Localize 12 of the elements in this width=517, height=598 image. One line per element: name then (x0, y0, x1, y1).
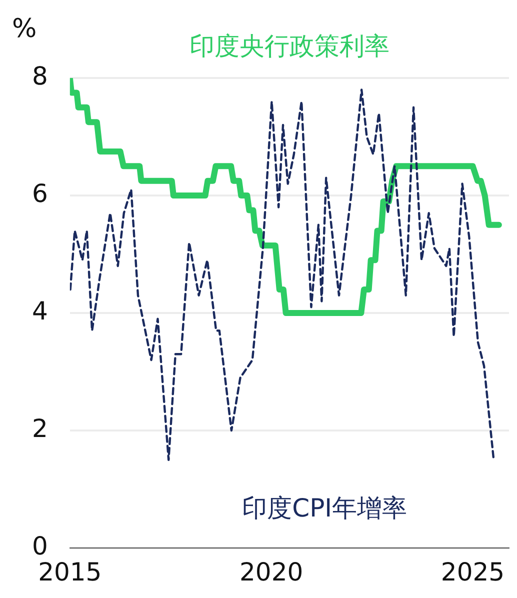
y-axis-title: % (12, 14, 37, 44)
x-tick-label: 2015 (38, 558, 102, 586)
line-series (70, 88, 495, 461)
y-tick-label: 4 (32, 296, 48, 326)
y-tick-label: 8 (32, 62, 48, 90)
y-tick-label: 2 (32, 414, 48, 443)
x-tick-label: 2020 (240, 558, 304, 586)
x-tick-label: 2025 (440, 558, 505, 586)
text: 印度央行政策利率 (189, 32, 390, 60)
y-tick-label: 6 (32, 179, 48, 208)
text: 印度CPI年增率 (242, 494, 408, 522)
y-tick-label: 0 (32, 532, 48, 560)
